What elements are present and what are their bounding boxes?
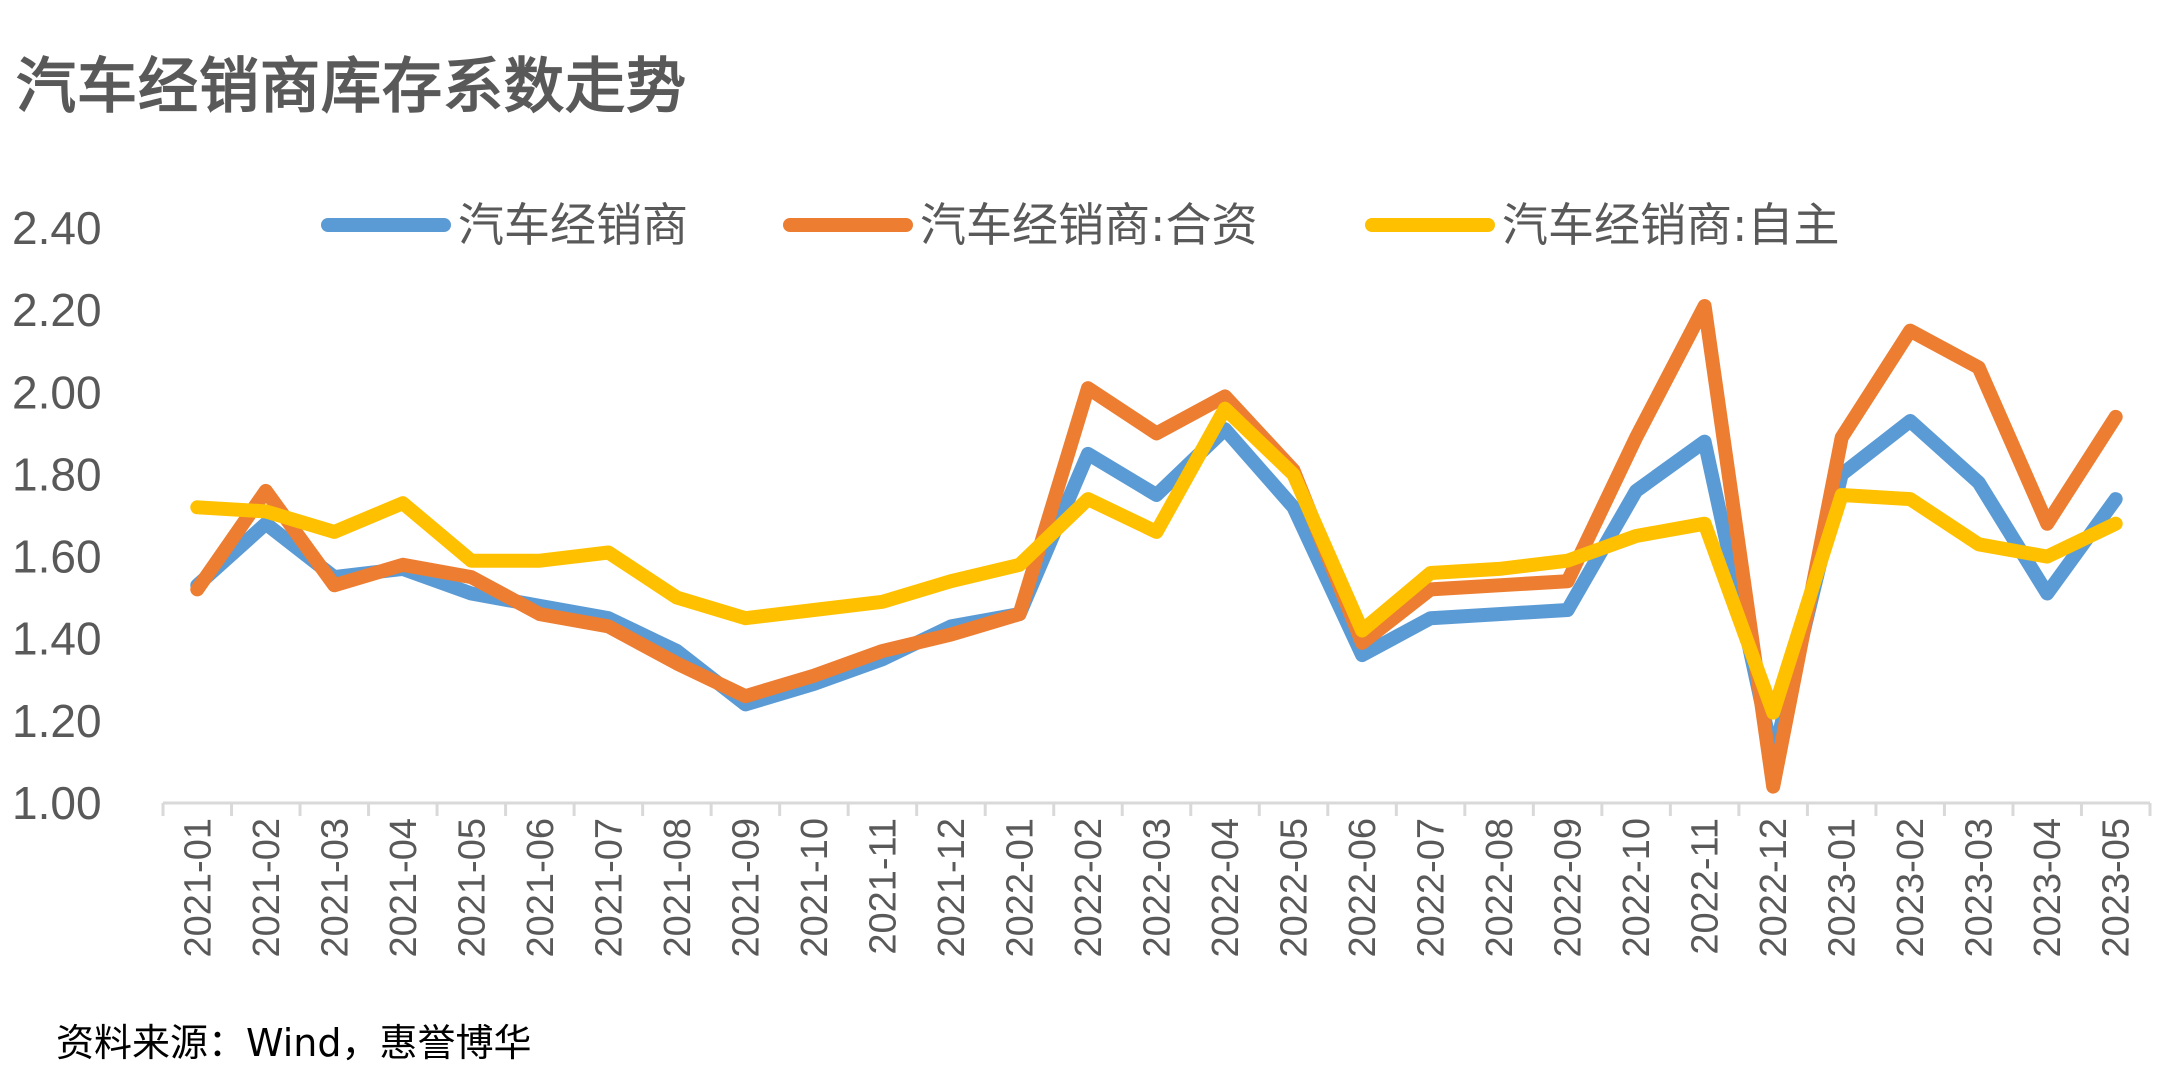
x-tick-label: 2022-02 — [1068, 818, 1110, 957]
x-tick-label: 2022-01 — [999, 818, 1041, 957]
series-line-2 — [190, 299, 2123, 794]
x-tick-label: 2022-10 — [1616, 818, 1658, 957]
x-tick-label: 2023-04 — [2027, 818, 2069, 957]
legend-label-2: 汽车经销商:合资 — [920, 198, 1258, 252]
x-tick-label: 2021-01 — [177, 818, 219, 957]
series-lines — [190, 299, 2123, 794]
x-tick-label: 2022-09 — [1548, 818, 1590, 957]
y-tick-label: 2.40 — [12, 202, 102, 254]
source-note: 资料来源：Wind，惠誉博华 — [56, 1021, 532, 1065]
x-tick-label: 2022-06 — [1342, 818, 1384, 957]
y-tick-label: 1.80 — [12, 448, 102, 500]
y-tick-label: 2.20 — [12, 284, 102, 336]
x-tick-label: 2021-08 — [657, 818, 699, 957]
x-tick-label: 2021-05 — [451, 818, 493, 957]
x-tick-label: 2022-12 — [1753, 818, 1795, 957]
legend-label-1: 汽车经销商 — [458, 198, 688, 252]
x-tick-label: 2021-11 — [862, 818, 904, 955]
x-axis — [161, 801, 2152, 816]
legend: 汽车经销商 汽车经销商:合资 汽车经销商:自主 — [321, 198, 1840, 252]
x-tick-label: 2021-03 — [314, 818, 356, 957]
x-tick-label: 2023-03 — [1959, 818, 2001, 957]
x-tick-label: 2021-07 — [588, 818, 630, 957]
y-tick-label: 1.20 — [12, 695, 102, 747]
x-tick-label: 2023-02 — [1890, 818, 1932, 957]
x-tick-label: 2022-08 — [1479, 818, 1521, 957]
x-tick-label: 2022-04 — [1205, 818, 1247, 957]
x-tick-label: 2022-07 — [1411, 818, 1453, 957]
x-axis-tick-labels: 2021-01 2021-02 2021-03 2021-04 2021-05 2021-… — [177, 818, 2137, 957]
chart-title: 汽车经销商库存系数走势 — [16, 52, 687, 122]
y-axis-tick-labels: 1.00 1.20 1.40 1.60 1.80 2.00 2.20 2.40 — [12, 202, 102, 829]
x-tick-label: 2022-05 — [1274, 818, 1316, 957]
y-tick-label: 1.40 — [12, 613, 102, 665]
x-tick-label: 2021-04 — [383, 818, 425, 957]
y-tick-label: 1.00 — [12, 777, 102, 829]
x-tick-label: 2021-12 — [931, 818, 973, 957]
series-line-3 — [190, 401, 2123, 720]
x-tick-label: 2023-05 — [2096, 818, 2138, 957]
x-tick-label: 2021-10 — [794, 818, 836, 957]
x-tick-label: 2022-11 — [1685, 818, 1727, 955]
x-tick-label: 2021-06 — [520, 818, 562, 957]
x-tick-label: 2021-02 — [246, 818, 288, 957]
y-tick-label: 1.60 — [12, 531, 102, 583]
x-tick-label: 2022-03 — [1137, 818, 1179, 957]
x-tick-label: 2023-01 — [1822, 818, 1864, 957]
y-tick-label: 2.00 — [12, 366, 102, 418]
x-tick-label: 2021-09 — [725, 818, 767, 957]
legend-label-3: 汽车经销商:自主 — [1502, 198, 1840, 252]
